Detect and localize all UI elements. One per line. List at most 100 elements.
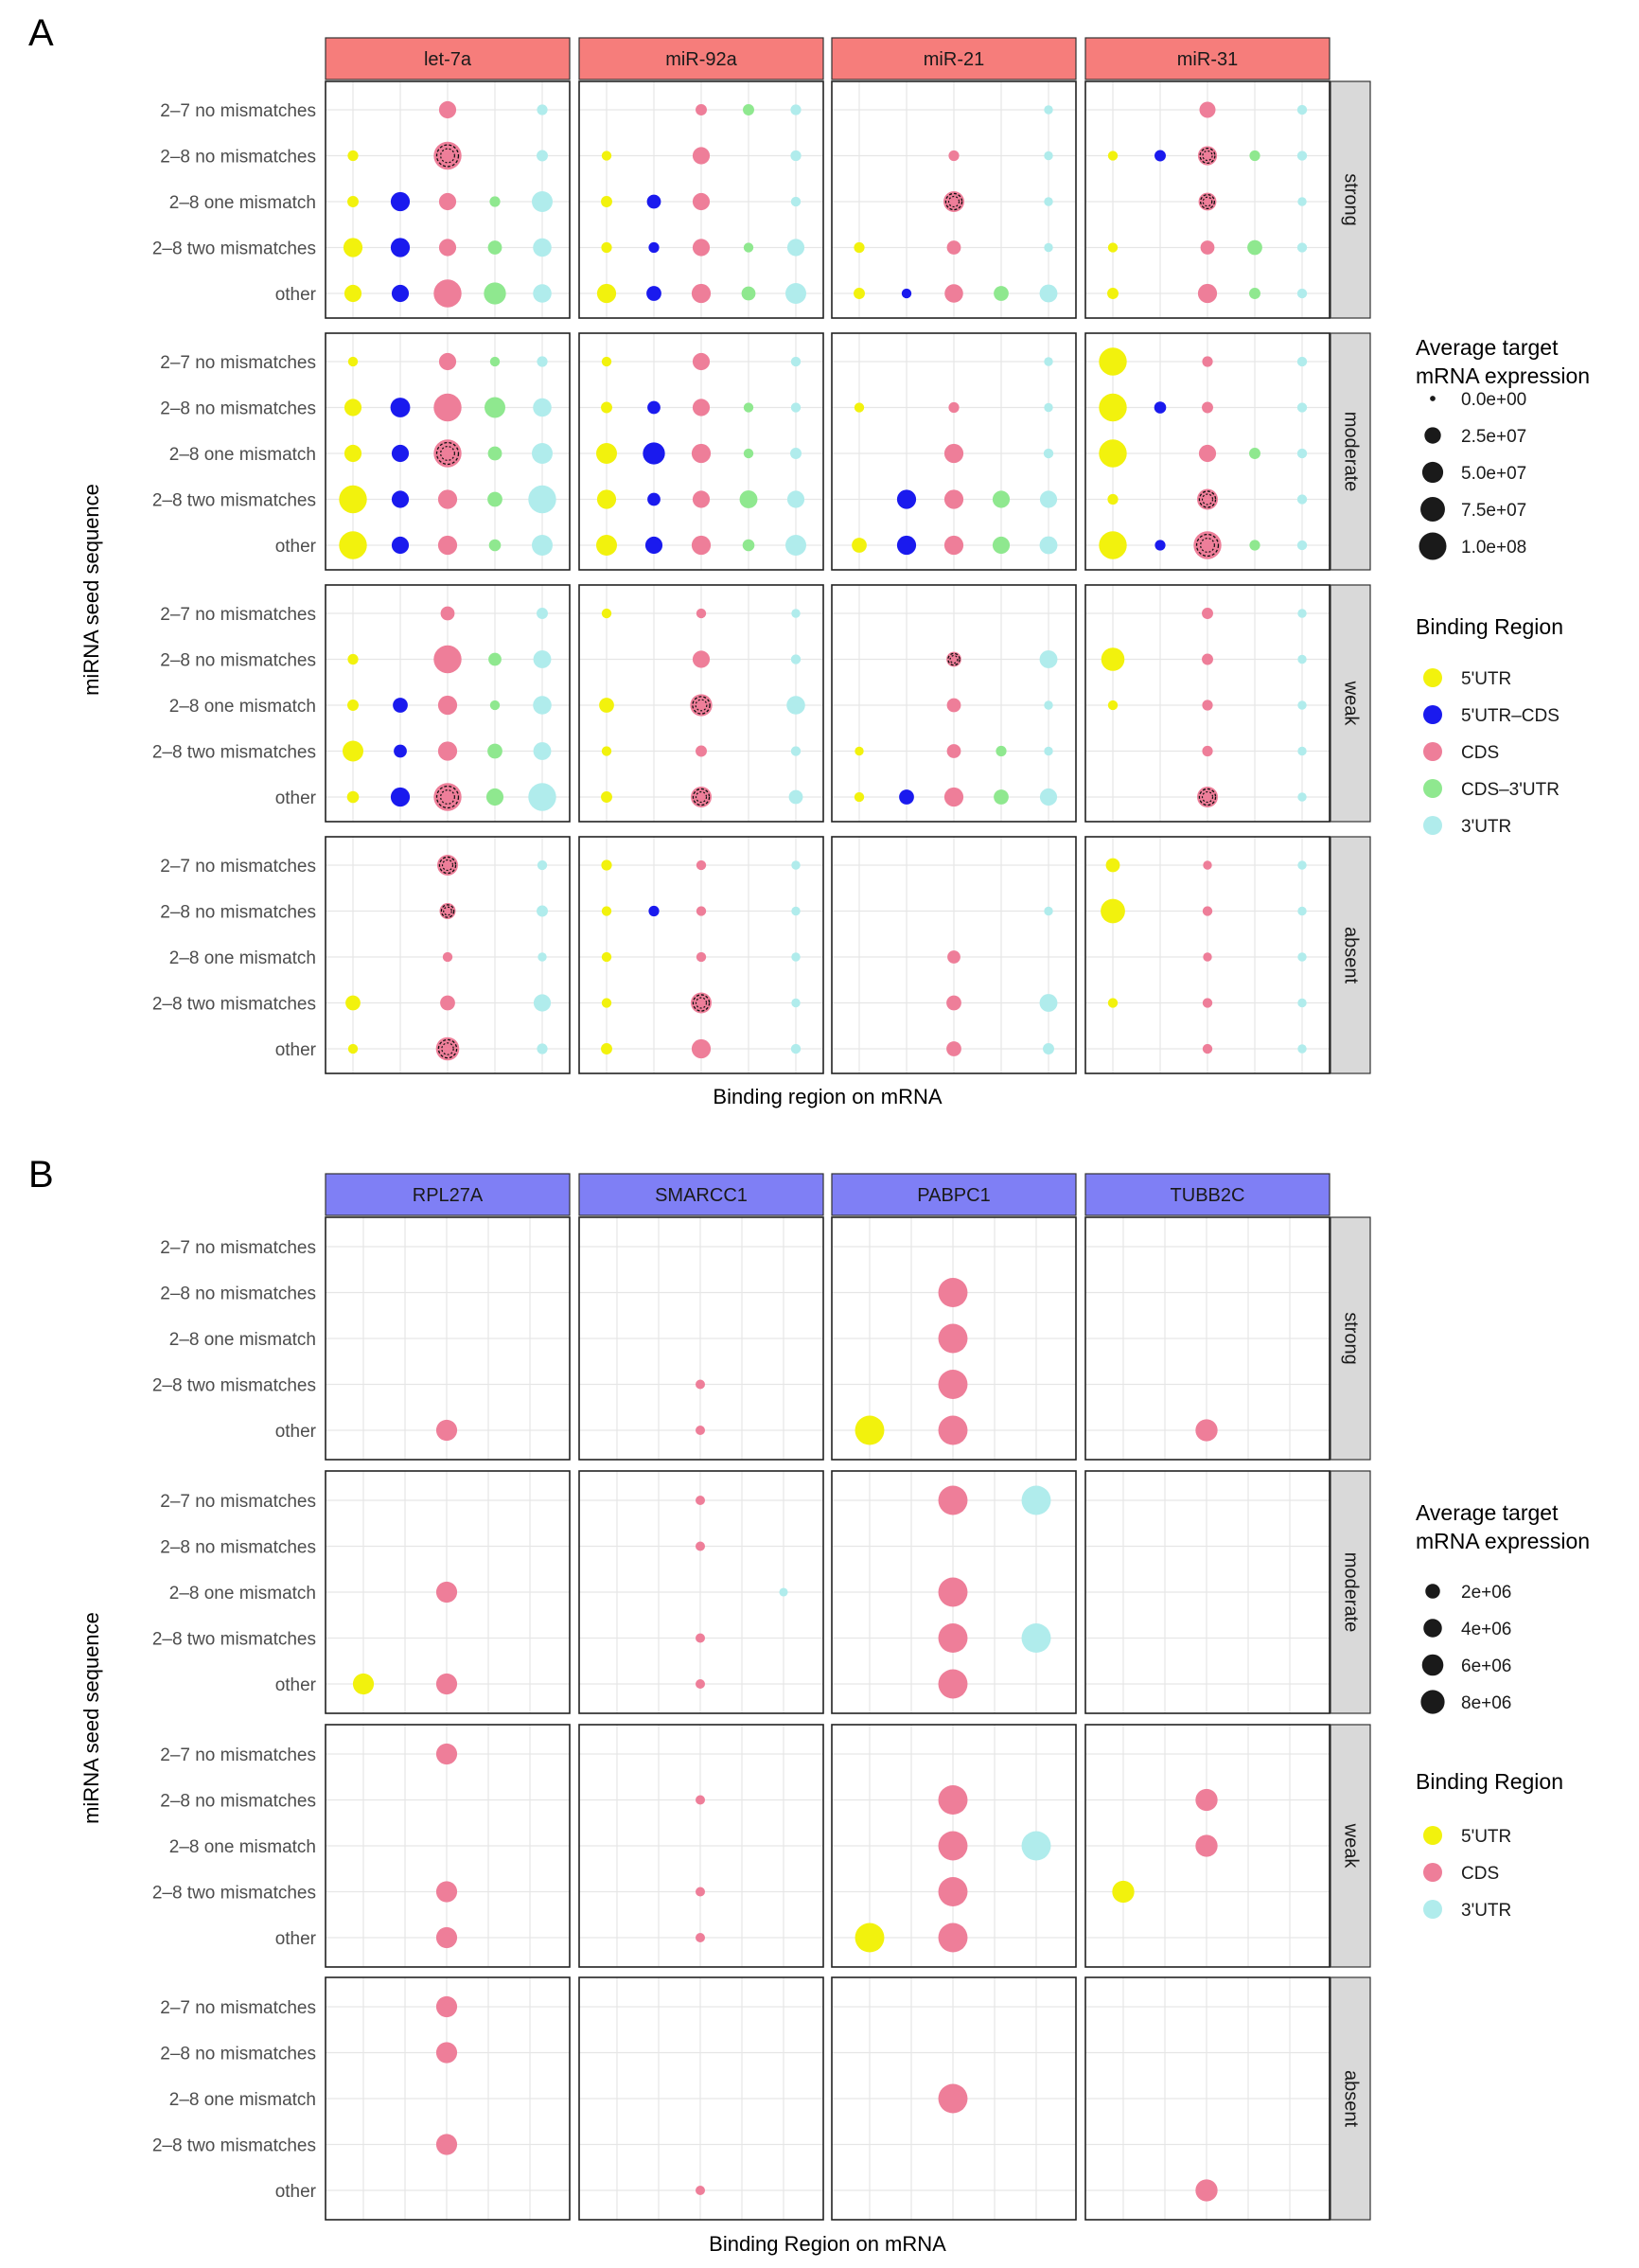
facet-tubb2c-weak (1084, 1724, 1331, 1968)
row-strip-moderate (1330, 1470, 1371, 1714)
data-point-5-utr-cds (896, 535, 917, 556)
data-point-3-utr (533, 398, 552, 417)
facet-mir-92a-moderate (578, 332, 824, 571)
data-point-3-utr (532, 191, 553, 212)
data-point-cds-3-utr (485, 397, 505, 418)
data-point-3-utr (790, 448, 802, 459)
data-point-cds (695, 1541, 706, 1551)
data-point-3-utr (1039, 994, 1058, 1012)
data-point-5-utr (347, 1043, 359, 1054)
data-point-cds (1197, 283, 1218, 304)
data-point-5-utr-cds (644, 536, 663, 555)
data-point-cds (691, 443, 712, 464)
data-point-cds-3-utr (489, 356, 501, 367)
data-point-cds-3-utr (739, 490, 758, 508)
data-point-ring (1198, 788, 1217, 806)
size-legend-title: mRNA expression (1416, 1529, 1590, 1553)
data-point-3-utr (1044, 242, 1053, 253)
data-point-3-utr (1297, 998, 1307, 1008)
data-point-5-utr (601, 196, 612, 207)
data-point-5-utr (346, 790, 360, 804)
data-point-cds (442, 951, 453, 963)
row-strip-label: strong (1341, 1312, 1362, 1365)
data-point-5-utr (854, 288, 865, 299)
data-point-cds (692, 399, 711, 416)
size-legend-key (1420, 497, 1445, 522)
data-point-cds (1202, 356, 1213, 367)
color-legend-key-5-utr-cds (1423, 705, 1442, 724)
data-point-5-utr (1107, 998, 1119, 1008)
data-point-5-utr-cds (1154, 150, 1166, 162)
data-point-5-utr (1107, 493, 1119, 505)
data-point-3-utr (1044, 357, 1053, 366)
facet-smarcc1-absent (578, 1976, 824, 2221)
facet-border (578, 1216, 824, 1461)
data-point-cds (946, 744, 961, 758)
column-strip-label: PABPC1 (917, 1185, 990, 1206)
data-point-3-utr (1297, 792, 1307, 802)
data-point-3-utr (528, 783, 556, 811)
data-point-3-utr (1297, 746, 1307, 756)
y-tick-label: 2–8 no mismatches (160, 651, 316, 671)
panel-b: B RPL27A SMARCC1 PABPC1 TUBB2C strong 2–7 no m… (28, 1154, 1590, 2256)
data-point-cds (695, 1495, 706, 1506)
data-point-3-utr (790, 356, 802, 367)
data-point-cds (433, 279, 462, 308)
data-point-cds (1203, 860, 1212, 870)
data-point-cds (440, 995, 455, 1011)
data-point-3-utr (533, 994, 552, 1012)
data-point-3-utr (1043, 1043, 1054, 1054)
column-strip-mir-31 (1084, 37, 1331, 80)
color-legend-key-cds (1423, 742, 1442, 761)
data-point-cds (948, 150, 960, 162)
data-point-cds (1202, 745, 1213, 757)
data-point-cds (433, 393, 462, 422)
size-legend-label: 8e+06 (1461, 1693, 1511, 1713)
data-point-5-utr (601, 241, 612, 254)
data-point-5-utr (1107, 700, 1119, 711)
data-point-3-utr (537, 1043, 548, 1054)
data-point-5-utr-cds (646, 194, 661, 209)
data-point-cds (1202, 401, 1213, 414)
data-point-5-utr (596, 489, 617, 509)
data-point-3-utr (791, 609, 801, 618)
data-point-3-utr (1044, 906, 1053, 916)
size-legend-label: 1.0e+08 (1461, 538, 1526, 558)
data-point-3-utr (533, 696, 552, 715)
data-point-3-utr (785, 535, 806, 556)
facet-border (831, 1470, 1077, 1714)
facet-border (578, 1976, 824, 2221)
data-point-3-utr (537, 608, 548, 619)
data-point-3-utr (1297, 609, 1307, 618)
facet-let-7a-absent (325, 836, 571, 1074)
facet-border (831, 584, 1077, 823)
row-strip-label: weak (1341, 1823, 1362, 1869)
facet-mir-92a-weak (578, 584, 824, 823)
data-point-5-utr (1099, 393, 1127, 422)
column-strip-pabpc1 (831, 1173, 1077, 1216)
data-point-3-utr (537, 859, 548, 871)
data-point-3-utr (790, 1043, 802, 1054)
size-legend-label: 2e+06 (1461, 1583, 1511, 1603)
data-point-cds (692, 147, 711, 165)
column-strip-label: SMARCC1 (655, 1185, 748, 1206)
data-point-ring (1195, 533, 1220, 558)
facet-border (325, 836, 571, 1074)
data-point-5-utr-cds (391, 490, 410, 508)
facet-border (325, 584, 571, 823)
data-point-cds (695, 1795, 706, 1805)
x-axis-title: Binding Region on mRNA (709, 2232, 946, 2256)
data-point-ring (1200, 538, 1215, 553)
data-point-cds (435, 1037, 460, 1061)
size-legend-label: 7.5e+07 (1461, 501, 1526, 521)
data-point-cds (948, 401, 960, 414)
color-legend-title: Binding Region (1416, 1769, 1563, 1794)
data-point-5-utr (1099, 531, 1127, 559)
data-point-cds (433, 783, 462, 811)
data-point-3-utr (1297, 700, 1307, 710)
column-strip-mir-92a (578, 37, 824, 80)
data-point-3-utr (537, 104, 548, 115)
data-point-5-utr (596, 535, 617, 556)
y-tick-label: 2–8 two mismatches (152, 491, 316, 511)
